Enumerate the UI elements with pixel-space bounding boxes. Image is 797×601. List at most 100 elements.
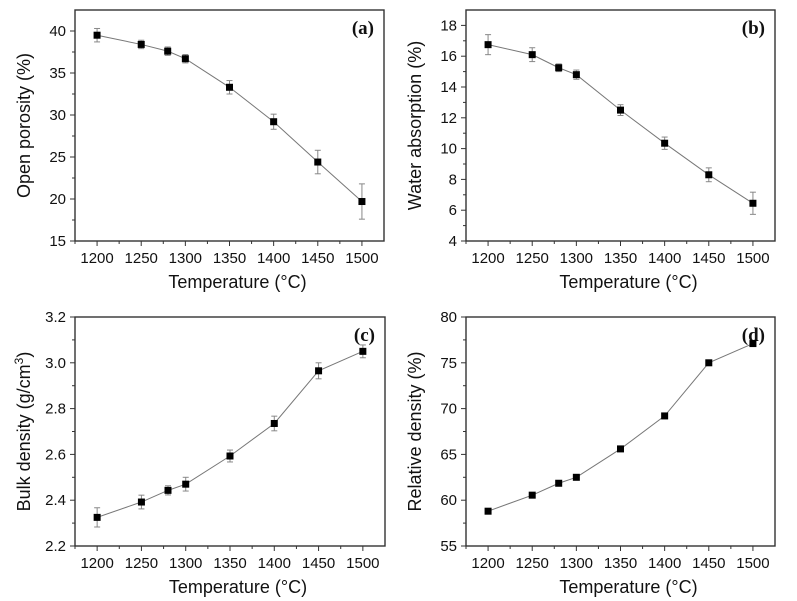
data-point <box>270 419 278 427</box>
x-tick-label: 1250 <box>125 250 158 267</box>
series-line <box>487 343 754 512</box>
x-tick-label: 1400 <box>257 250 290 267</box>
y-tick-label: 2.4 <box>45 492 66 509</box>
y-tick-label: 25 <box>49 149 66 166</box>
x-tick-label: 1250 <box>516 250 549 267</box>
chart-panel-d: 1200 1250 1300 1350 1400 1450 1500 55 60 65 70 75 80… <box>405 309 776 597</box>
data-point <box>661 139 669 147</box>
data-point <box>749 340 757 348</box>
x-tick-label: 1400 <box>648 555 681 572</box>
y-tick-label: 55 <box>440 538 457 555</box>
x-axis-label: Temperature (°C) <box>169 577 307 597</box>
data-point <box>617 445 624 453</box>
data-point <box>358 198 366 206</box>
data-point <box>749 199 757 207</box>
data-point <box>314 158 322 166</box>
x-tick-label: 1300 <box>169 250 202 267</box>
y-tick-label: 12 <box>440 110 457 127</box>
x-tick-label: 1350 <box>213 250 246 267</box>
plot-frame <box>74 9 385 242</box>
x-tick-label: 1250 <box>516 555 549 572</box>
y-axis-label: Water absorption (%) <box>405 41 425 210</box>
y-tick-label: 40 <box>49 23 66 40</box>
data-point <box>182 480 190 488</box>
x-tick-label: 1400 <box>258 555 291 572</box>
y-tick-label: 16 <box>440 48 457 65</box>
y-axis-label: Open porosity (%) <box>14 53 34 198</box>
y-tick-label: 3.2 <box>45 309 66 326</box>
x-tick-label: 1200 <box>471 250 504 267</box>
x-tick-label: 1200 <box>80 250 113 267</box>
x-tick-label: 1200 <box>471 555 504 572</box>
y-axis-label: Relative density (%) <box>405 351 425 511</box>
panel-label: (d) <box>742 325 765 346</box>
x-tick-label: 1300 <box>169 555 202 572</box>
x-tick-label: 1200 <box>80 555 113 572</box>
series-line <box>96 350 364 518</box>
data-point <box>226 452 234 460</box>
data-point <box>164 47 172 55</box>
y-tick-label: 15 <box>49 233 66 250</box>
chart-panel-a: 1200 1250 1300 1350 1400 1450 1500 15 20 25 30 35 40… <box>14 9 385 292</box>
y-tick-label: 6 <box>449 202 457 219</box>
y-tick-label: 10 <box>440 141 457 158</box>
panel-label: (a) <box>352 18 374 39</box>
y-tick-label: 2.8 <box>45 401 66 418</box>
panel-label: (b) <box>742 18 765 39</box>
y-tick-label: 70 <box>440 401 457 418</box>
y-axis-label-text: Bulk density (g/cm <box>14 364 34 511</box>
y-tick-label: 3.0 <box>45 355 66 372</box>
data-point <box>555 64 563 72</box>
y-axis-label-superscript: 3 <box>12 357 26 364</box>
y-tick-label: 80 <box>440 309 457 326</box>
x-tick-label: 1250 <box>125 555 158 572</box>
x-axis-label: Temperature (°C) <box>168 272 306 292</box>
x-tick-label: 1450 <box>301 250 334 267</box>
y-tick-label: 2.6 <box>45 446 66 463</box>
y-tick-label: 18 <box>440 17 457 34</box>
data-point <box>705 359 713 367</box>
plot-frame <box>74 316 386 547</box>
y-axis-label-end: ) <box>14 352 34 358</box>
x-axis-label: Temperature (°C) <box>559 272 697 292</box>
y-axis-label-text: Relative density (%) <box>405 351 425 511</box>
data-point <box>617 106 624 114</box>
plot-frame <box>465 316 776 547</box>
data-point <box>359 347 367 355</box>
y-tick-label: 35 <box>49 65 66 82</box>
data-point <box>555 479 563 487</box>
data-point <box>572 71 580 79</box>
data-point <box>93 31 101 39</box>
data-point <box>572 473 580 481</box>
data-point <box>137 40 145 48</box>
data-point <box>315 367 323 375</box>
x-tick-label: 1300 <box>560 250 593 267</box>
data-point <box>705 171 713 179</box>
y-axis-label: Bulk density (g/cm3) <box>12 352 34 512</box>
y-tick-label: 2.2 <box>45 538 66 555</box>
y-tick-label: 20 <box>49 191 66 208</box>
panel-label: (c) <box>354 325 375 346</box>
chart-panel-b: 1200 1250 1300 1350 1400 1450 1500 4 6 8 10 12 14 16 1… <box>405 9 776 292</box>
data-point <box>484 507 492 515</box>
x-tick-label: 1350 <box>604 250 637 267</box>
series-line <box>96 34 363 202</box>
y-tick-label: 4 <box>449 233 457 250</box>
x-tick-label: 1500 <box>346 555 379 572</box>
x-tick-label: 1450 <box>692 250 725 267</box>
x-tick-label: 1400 <box>648 250 681 267</box>
y-axis-label-text: Open porosity (%) <box>14 53 34 198</box>
y-tick-label: 65 <box>440 446 457 463</box>
data-point <box>181 55 189 63</box>
y-tick-label: 75 <box>440 355 457 372</box>
y-axis-label-text: Water absorption (%) <box>405 41 425 210</box>
data-point <box>528 51 536 59</box>
y-tick-label: 8 <box>449 171 457 188</box>
x-axis-label: Temperature (°C) <box>559 577 697 597</box>
y-tick-label: 30 <box>49 107 66 124</box>
data-point <box>484 41 492 49</box>
y-tick-label: 14 <box>440 79 457 96</box>
plot-frame <box>465 9 776 242</box>
x-tick-label: 1300 <box>560 555 593 572</box>
